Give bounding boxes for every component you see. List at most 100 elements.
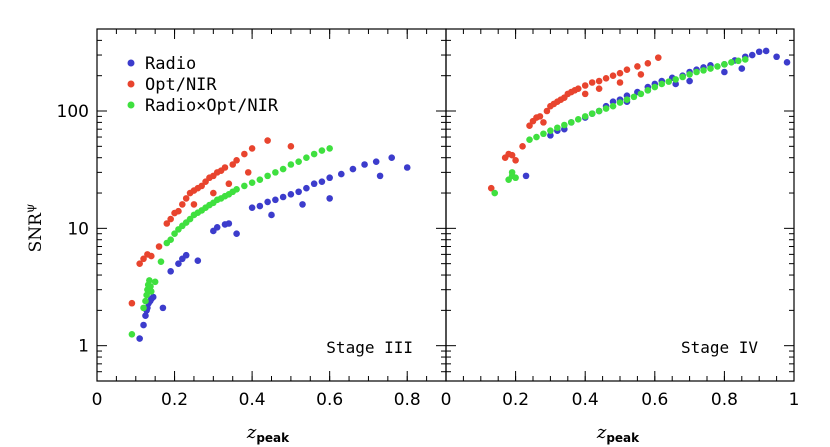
point-opt-nir [163,220,171,227]
point-radio [755,48,763,56]
y-tick-label: 1 [78,337,89,357]
point-radio [256,202,264,210]
point-radio [287,191,295,198]
point-opt-nir [536,113,544,120]
point-radio [372,158,380,165]
point-radio [233,230,240,238]
series-radio-left [136,154,411,342]
point-radio-x-opt-nir [171,230,178,238]
series-opt-nir-right [487,54,662,192]
point-opt-nir [512,157,519,164]
point-radio-x-opt-nir [574,115,582,123]
point-radio-x-opt-nir [741,56,749,63]
x-tick-label: 0.2 [502,390,529,410]
point-radio-x-opt-nir [512,174,519,182]
point-opt-nir [287,143,295,150]
point-radio-x-opt-nir [637,90,645,98]
point-radio [349,165,357,173]
point-radio-x-opt-nir [326,145,333,152]
point-radio [773,53,780,61]
point-radio-x-opt-nir [272,169,279,176]
point-radio-x-opt-nir [142,297,149,305]
point-radio-x-opt-nir [279,165,287,173]
point-opt-nir [155,243,163,250]
point-opt-nir [229,161,237,168]
point-radio-x-opt-nir [540,130,547,138]
point-opt-nir [225,180,233,188]
panel-title-stage-iv: Stage IV [681,338,758,357]
point-radio [738,65,746,72]
point-opt-nir [595,85,603,92]
point-opt-nir [609,72,617,79]
point-radio-x-opt-nir [310,150,318,158]
x-tick-label: 0.8 [394,390,421,410]
series-radio-right [522,47,791,180]
point-radio [326,174,333,182]
point-radio [310,180,318,188]
point-radio-x-opt-nir [508,169,516,176]
point-radio-x-opt-nir [533,133,540,141]
point-radio-x-opt-nir [146,277,153,284]
point-radio-x-opt-nir [721,61,728,68]
point-opt-nir [175,207,182,215]
point-radio [264,198,271,206]
x-axis-label-right-sub: peak [606,431,640,445]
point-opt-nir [190,201,198,208]
point-radio [142,312,149,320]
point-opt-nir [623,66,631,73]
point-radio [182,251,190,259]
legend-label-radio: Radio [145,54,196,74]
point-radio [295,188,302,196]
panel-title-stage-iii: Stage III [326,338,413,357]
x-tick-label: 0.4 [239,390,266,410]
point-opt-nir [147,252,155,260]
point-radio-x-opt-nir [728,59,735,66]
point-radio [194,257,202,264]
point-opt-nir [574,85,582,92]
point-radio-x-opt-nir [303,154,310,162]
point-opt-nir [519,143,526,150]
point-opt-nir [602,75,610,82]
point-opt-nir [241,150,248,158]
point-radio [672,80,679,88]
point-opt-nir [637,71,645,78]
point-opt-nir [654,54,662,61]
point-opt-nir [634,63,641,70]
legend-marker-opt-nir [127,80,135,88]
x-axis-label-left: zpeak [246,422,290,445]
point-opt-nir [487,184,495,192]
point-radio [159,304,167,312]
point-radio [299,201,306,208]
legend-label-opt-nir: Opt/NIR [145,75,217,95]
point-radio-x-opt-nir [143,291,150,299]
point-radio [748,51,756,59]
point-radio-x-opt-nir [264,172,271,180]
point-radio-x-opt-nir [233,186,240,193]
point-opt-nir [221,164,229,171]
x-tick-label: 0 [441,390,452,410]
point-radio [167,268,174,275]
series-radio-x-opt-nir-left [128,145,333,338]
legend: Radio Opt/NIR Radio×Opt/NIR [127,54,279,116]
point-radio-x-opt-nir [554,124,561,132]
point-radio [136,335,143,342]
point-opt-nir [136,260,143,267]
y-tick-label: 10 [67,219,89,239]
point-radio [361,161,368,168]
series-opt-nir-left [128,137,295,307]
point-opt-nir [210,189,217,197]
point-opt-nir [233,157,240,164]
point-radio [762,47,770,55]
point-radio [403,164,411,171]
point-opt-nir [581,90,589,98]
point-radio [268,211,275,219]
point-opt-nir [595,77,603,85]
y-axis-label-sup: ψ [23,204,37,213]
x-tick-label: 0.6 [316,390,343,410]
point-radio-x-opt-nir [147,288,155,295]
point-radio-x-opt-nir [140,304,147,312]
x-tick-label: 0.8 [711,390,738,410]
point-radio [376,172,384,180]
point-opt-nir [644,60,652,67]
